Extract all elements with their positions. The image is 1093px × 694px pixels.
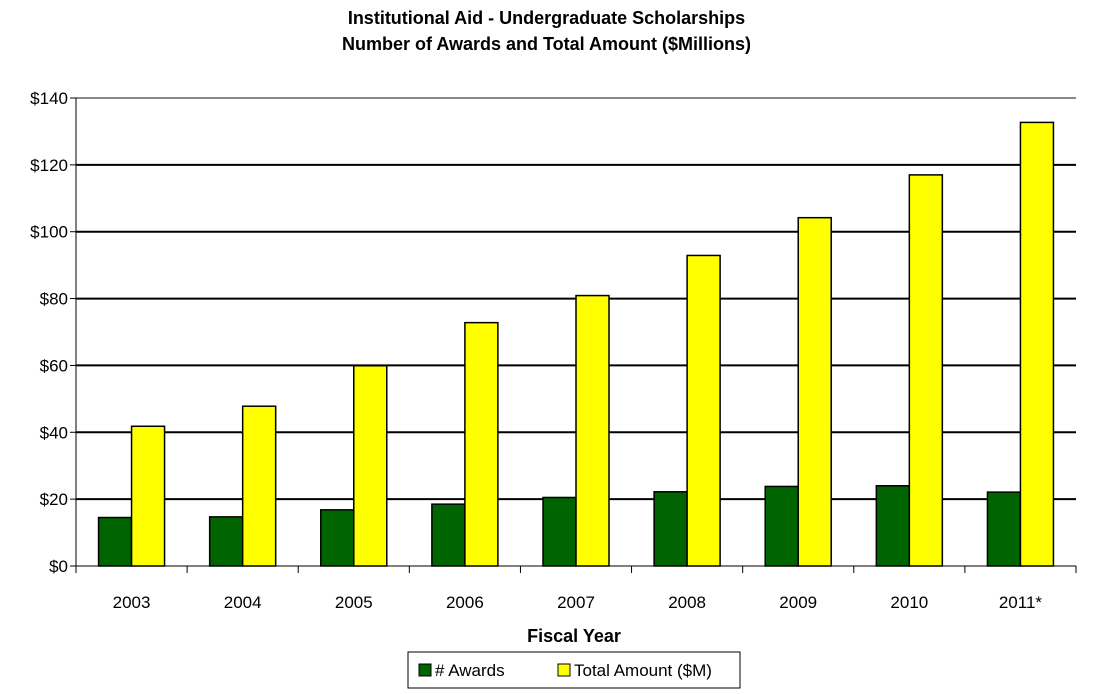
bar-awards bbox=[320, 509, 355, 567]
x-axis-title: Fiscal Year bbox=[527, 626, 621, 646]
axes bbox=[70, 97, 1077, 573]
x-tick-label: 2010 bbox=[890, 593, 928, 612]
bar-total-amount bbox=[575, 294, 610, 567]
bar-awards bbox=[97, 516, 133, 567]
y-tick-label: $40 bbox=[40, 423, 68, 442]
chart-title-line-2: Number of Awards and Total Amount ($Mill… bbox=[341, 34, 751, 54]
bar-total-amount bbox=[353, 365, 388, 567]
bar-awards bbox=[208, 516, 244, 567]
x-tick-label: 2009 bbox=[779, 593, 817, 612]
bar-awards bbox=[431, 503, 466, 567]
bar-total-amount bbox=[797, 216, 832, 567]
x-tick-label: 2003 bbox=[113, 593, 151, 612]
y-tick-label: $120 bbox=[30, 156, 68, 175]
y-tick-label: $140 bbox=[30, 89, 68, 108]
y-tick-label: $0 bbox=[49, 557, 68, 576]
y-tick-label: $80 bbox=[40, 290, 68, 309]
bar-total-amount bbox=[241, 405, 277, 567]
y-tick-label: $20 bbox=[40, 490, 68, 509]
bar-total-amount bbox=[686, 254, 721, 567]
x-tick-label: 2006 bbox=[446, 593, 484, 612]
x-tick-label: 2004 bbox=[224, 593, 262, 612]
x-tick-label: 2008 bbox=[668, 593, 706, 612]
bar-total-amount bbox=[130, 425, 166, 567]
bars bbox=[97, 121, 1055, 567]
bar-total-amount bbox=[908, 174, 944, 567]
y-tick-label: $100 bbox=[30, 223, 68, 242]
bar-total-amount bbox=[464, 321, 499, 567]
legend-label-total-amount: Total Amount ($M) bbox=[574, 661, 712, 680]
x-tick-label: 2005 bbox=[335, 593, 373, 612]
legend-box bbox=[407, 651, 741, 689]
bar-awards bbox=[875, 485, 911, 567]
bar-awards bbox=[764, 485, 799, 567]
bar-awards bbox=[542, 496, 577, 567]
legend-swatch-awards bbox=[418, 663, 432, 677]
y-tick-label: $60 bbox=[40, 356, 68, 375]
chart-title-line-1: Institutional Aid - Undergraduate Schola… bbox=[347, 8, 746, 28]
bar-awards bbox=[653, 491, 688, 567]
legend-label-awards: # Awards bbox=[435, 661, 505, 680]
x-tick-label: 2007 bbox=[557, 593, 595, 612]
legend: # Awards Total Amount ($M) bbox=[407, 651, 741, 689]
bar-total-amount bbox=[1019, 121, 1055, 567]
bar-awards bbox=[986, 491, 1022, 567]
tick-labels: $0 $20 $40 $60 $80 $100 $120 $140 2003 2004 2005 20… bbox=[30, 89, 1042, 612]
x-tick-label: 2011* bbox=[999, 593, 1043, 612]
legend-swatch-total-amount bbox=[557, 663, 571, 677]
